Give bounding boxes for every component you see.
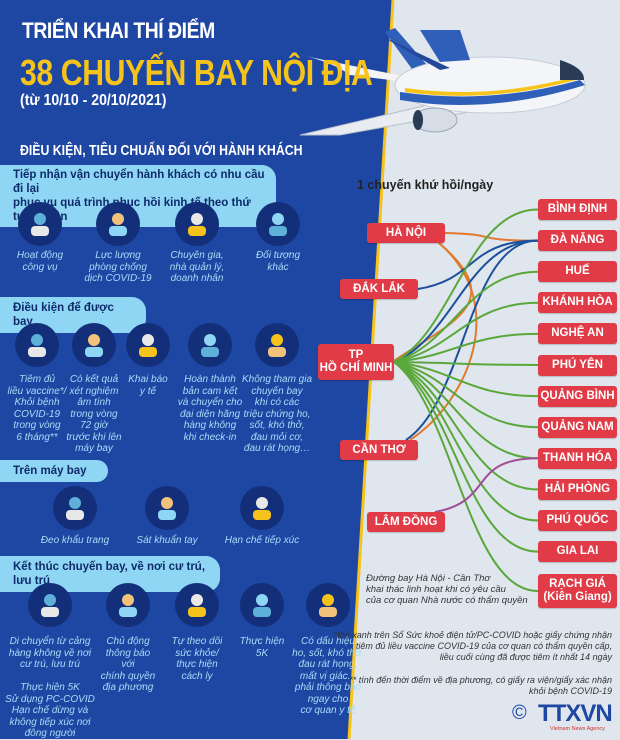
briefcase-icon bbox=[18, 202, 62, 246]
item-label: Hạn chế tiếp xúc bbox=[224, 535, 300, 546]
route-note: Đường bay Hà Nội - Cần Thơ khai thác lin… bbox=[366, 573, 528, 606]
route-node: HÀ NỘI bbox=[367, 223, 445, 243]
route-node: ĐẮK LẮK bbox=[340, 279, 418, 299]
priority-pill: Tiếp nhận vận chuyển hành khách có nhu c… bbox=[0, 165, 276, 227]
route-node: TP HỒ CHÍ MINH bbox=[318, 344, 394, 380]
route-node: BÌNH ĐỊNH bbox=[538, 199, 617, 220]
item-label: Tiêm đủ liều vaccine*/ Khỏi bệnh COVID-1… bbox=[7, 374, 67, 443]
route-line bbox=[393, 361, 539, 553]
people-icon bbox=[256, 202, 300, 246]
face-mask-icon bbox=[53, 486, 97, 530]
item-label: Di chuyển từ cảng hàng không về nơi cư t… bbox=[5, 636, 95, 739]
route-line bbox=[393, 270, 539, 363]
route-line bbox=[409, 242, 478, 441]
route-node: ĐÀ NẴNG bbox=[538, 230, 617, 252]
route-node: THANH HÓA bbox=[538, 447, 617, 469]
item-label: Hoạt động công vụ bbox=[16, 250, 64, 273]
route-node: GIA LAI bbox=[538, 541, 617, 563]
item-label: Đối tượng khác bbox=[255, 250, 301, 273]
item-label: Sát khuẩn tay bbox=[136, 535, 198, 546]
route-lines bbox=[391, 208, 539, 592]
footnote-2: ** tính đến thời điểm về địa phương, có … bbox=[349, 675, 612, 696]
onboard-pill: Trên máy bay bbox=[0, 460, 108, 482]
route-line bbox=[393, 301, 539, 363]
route-node: PHÚ YÊN bbox=[538, 354, 617, 376]
home-isolation-icon bbox=[175, 583, 219, 627]
frequency-label: 1 chuyến khứ hồi/ngày bbox=[357, 178, 494, 192]
airplane-illustration bbox=[299, 28, 586, 136]
distancing-icon bbox=[240, 486, 284, 530]
item-label: Hoàn thành bản cam kết và chuyển cho đại… bbox=[177, 374, 243, 443]
route-line bbox=[393, 332, 539, 363]
businessman-icon bbox=[175, 202, 219, 246]
route-node: HUẾ bbox=[538, 261, 617, 283]
ttxvn-logo: TTXVN bbox=[538, 700, 613, 727]
route-line bbox=[391, 242, 473, 363]
stethoscope-icon bbox=[306, 583, 350, 627]
item-label: Có kết quả xét nghiệm âm tính trong vòng… bbox=[66, 374, 122, 454]
route-node: HẢI PHÒNG bbox=[538, 478, 617, 500]
item-label: Lực lượng phòng chống dịch COVID-19 bbox=[84, 250, 152, 284]
route-node: QUẢNG BÌNH bbox=[538, 385, 617, 407]
ttxvn-logo-sub: Vietnam News Agency bbox=[550, 726, 605, 732]
route-node: LÂM ĐỒNG bbox=[367, 512, 445, 532]
route-line bbox=[434, 457, 539, 513]
title-dates: (từ 10/10 - 20/10/2021) bbox=[20, 92, 167, 109]
item-label: Chủ động thông báo với chính quyền địa p… bbox=[100, 636, 156, 693]
vaccine-icon bbox=[15, 323, 59, 367]
document-icon bbox=[188, 323, 232, 367]
route-line bbox=[393, 361, 539, 429]
megaphone-icon bbox=[106, 583, 150, 627]
route-node: RẠCH GIÁ (Kiên Giang) bbox=[538, 574, 617, 608]
medical-worker-icon bbox=[96, 202, 140, 246]
footnote-1: *thẻ xanh trên Sổ Sức khoẻ điện tử/PC-CO… bbox=[333, 630, 612, 662]
5k-icon bbox=[240, 583, 284, 627]
route-line bbox=[393, 239, 539, 363]
item-label: Đeo khẩu trang bbox=[40, 535, 110, 546]
item-label: Chuyên gia, nhà quản lý, doanh nhân bbox=[169, 250, 225, 284]
route-line bbox=[444, 232, 539, 242]
coughing-person-icon bbox=[255, 323, 299, 367]
route-node: NGHỆ AN bbox=[538, 323, 617, 345]
route-node: CẦN THƠ bbox=[340, 440, 418, 460]
route-line bbox=[417, 239, 539, 290]
smartphone-icon bbox=[28, 583, 72, 627]
route-line bbox=[393, 361, 539, 460]
route-line bbox=[393, 361, 539, 398]
route-line bbox=[393, 361, 539, 366]
route-node: PHÚ QUỐC bbox=[538, 510, 617, 531]
item-label: Khai báo y tế bbox=[128, 374, 168, 397]
route-line bbox=[405, 239, 539, 441]
title-main: 38 CHUYẾN BAY NỘI ĐỊA bbox=[20, 52, 373, 93]
health-declaration-icon bbox=[126, 323, 170, 367]
copyright-symbol: © bbox=[512, 702, 527, 724]
title-line1: TRIỂN KHAI THÍ ĐIỂM bbox=[22, 18, 215, 43]
route-line bbox=[393, 361, 539, 592]
item-label: Không tham gia chuyến bay khi có các tri… bbox=[241, 374, 313, 454]
hand-sanitizer-icon bbox=[145, 486, 189, 530]
route-node: QUẢNG NAM bbox=[538, 416, 617, 438]
item-label: Thực hiện 5K bbox=[239, 636, 285, 659]
route-line bbox=[393, 361, 539, 491]
route-node: KHÁNH HÒA bbox=[538, 292, 617, 314]
section-title: ĐIỀU KIỆN, TIÊU CHUẨN ĐỐI VỚI HÀNH KHÁCH bbox=[20, 142, 303, 159]
certificate-icon bbox=[72, 323, 116, 367]
item-label: Có dấu hiệu ho, sốt, khó thở, đau rát họ… bbox=[292, 636, 364, 716]
route-line bbox=[393, 208, 539, 363]
item-label: Tự theo dõi sức khỏe/ thực hiện cách ly bbox=[171, 636, 223, 682]
route-line bbox=[393, 361, 539, 522]
